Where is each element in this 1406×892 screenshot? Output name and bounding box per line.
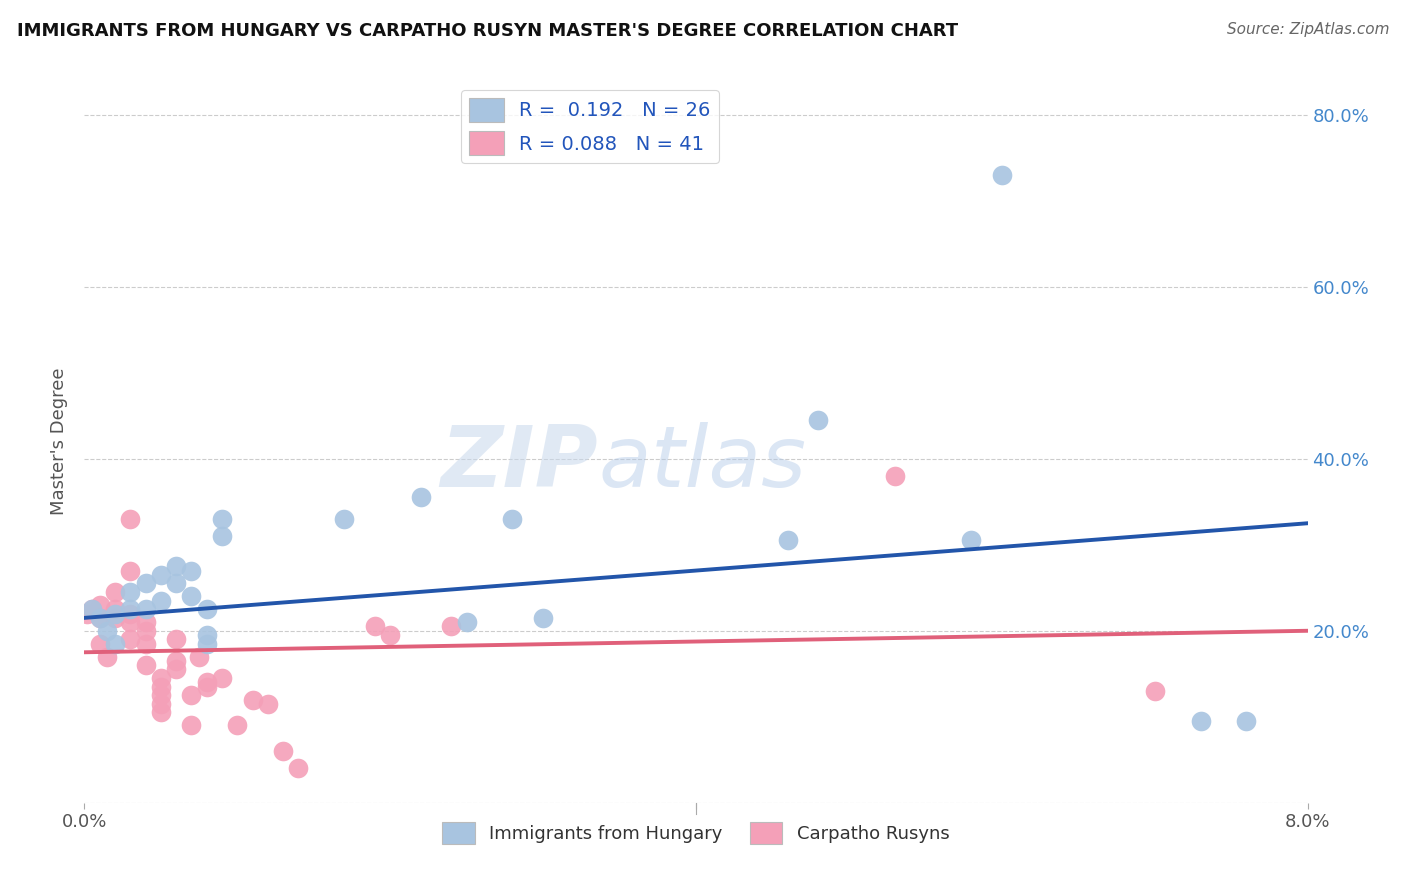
Point [211,671,233,685]
Point [104,637,127,651]
Point [104,611,127,625]
Point [195,637,218,651]
Point [180,564,202,578]
Text: IMMIGRANTS FROM HUNGARY VS CARPATHO RUSYN MASTER'S DEGREE CORRELATION CHART: IMMIGRANTS FROM HUNGARY VS CARPATHO RUSY… [17,22,957,40]
Point [211,512,233,526]
Point [89,611,111,625]
Text: atlas: atlas [598,422,806,505]
Point [135,637,157,651]
Point [149,593,172,607]
Point [271,744,294,758]
Point [104,602,127,616]
Point [165,632,187,647]
Point [149,706,172,720]
Point [502,512,524,526]
Point [120,615,142,630]
Point [287,761,309,775]
Point [135,658,157,673]
Point [776,533,799,548]
Point [531,611,554,625]
Y-axis label: Master's Degree: Master's Degree [51,368,69,516]
Point [76,607,98,621]
Legend: Immigrants from Hungary, Carpatho Rusyns: Immigrants from Hungary, Carpatho Rusyns [436,815,956,852]
Point [257,697,280,711]
Point [80,602,103,616]
Point [80,602,103,616]
Point [333,512,356,526]
Point [180,718,202,732]
Point [120,632,142,647]
Point [226,718,249,732]
Point [149,671,172,685]
Point [165,576,187,591]
Point [195,628,218,642]
Point [195,602,218,616]
Point [195,675,218,690]
Point [149,567,172,582]
Point [165,559,187,574]
Point [364,619,387,633]
Point [883,469,905,483]
Point [149,697,172,711]
Point [135,576,157,591]
Point [120,512,142,526]
Point [149,688,172,702]
Text: ZIP: ZIP [440,422,598,505]
Point [1189,714,1212,728]
Point [96,649,118,664]
Point [89,637,111,651]
Point [89,598,111,612]
Point [135,615,157,630]
Point [180,688,202,702]
Point [456,615,478,630]
Point [120,602,142,616]
Point [135,624,157,638]
Point [1143,684,1166,698]
Point [991,168,1014,182]
Point [380,628,402,642]
Point [211,529,233,543]
Point [440,619,463,633]
Point [165,654,187,668]
Point [165,663,187,677]
Point [409,491,432,505]
Point [960,533,983,548]
Point [96,624,118,638]
Point [120,607,142,621]
Point [195,680,218,694]
Point [149,680,172,694]
Point [188,649,211,664]
Point [242,692,264,706]
Point [120,585,142,599]
Point [1236,714,1258,728]
Point [120,564,142,578]
Point [180,590,202,604]
Point [104,585,127,599]
Point [104,607,127,621]
Point [135,602,157,616]
Point [807,413,830,427]
Point [89,611,111,625]
Text: Source: ZipAtlas.com: Source: ZipAtlas.com [1226,22,1389,37]
